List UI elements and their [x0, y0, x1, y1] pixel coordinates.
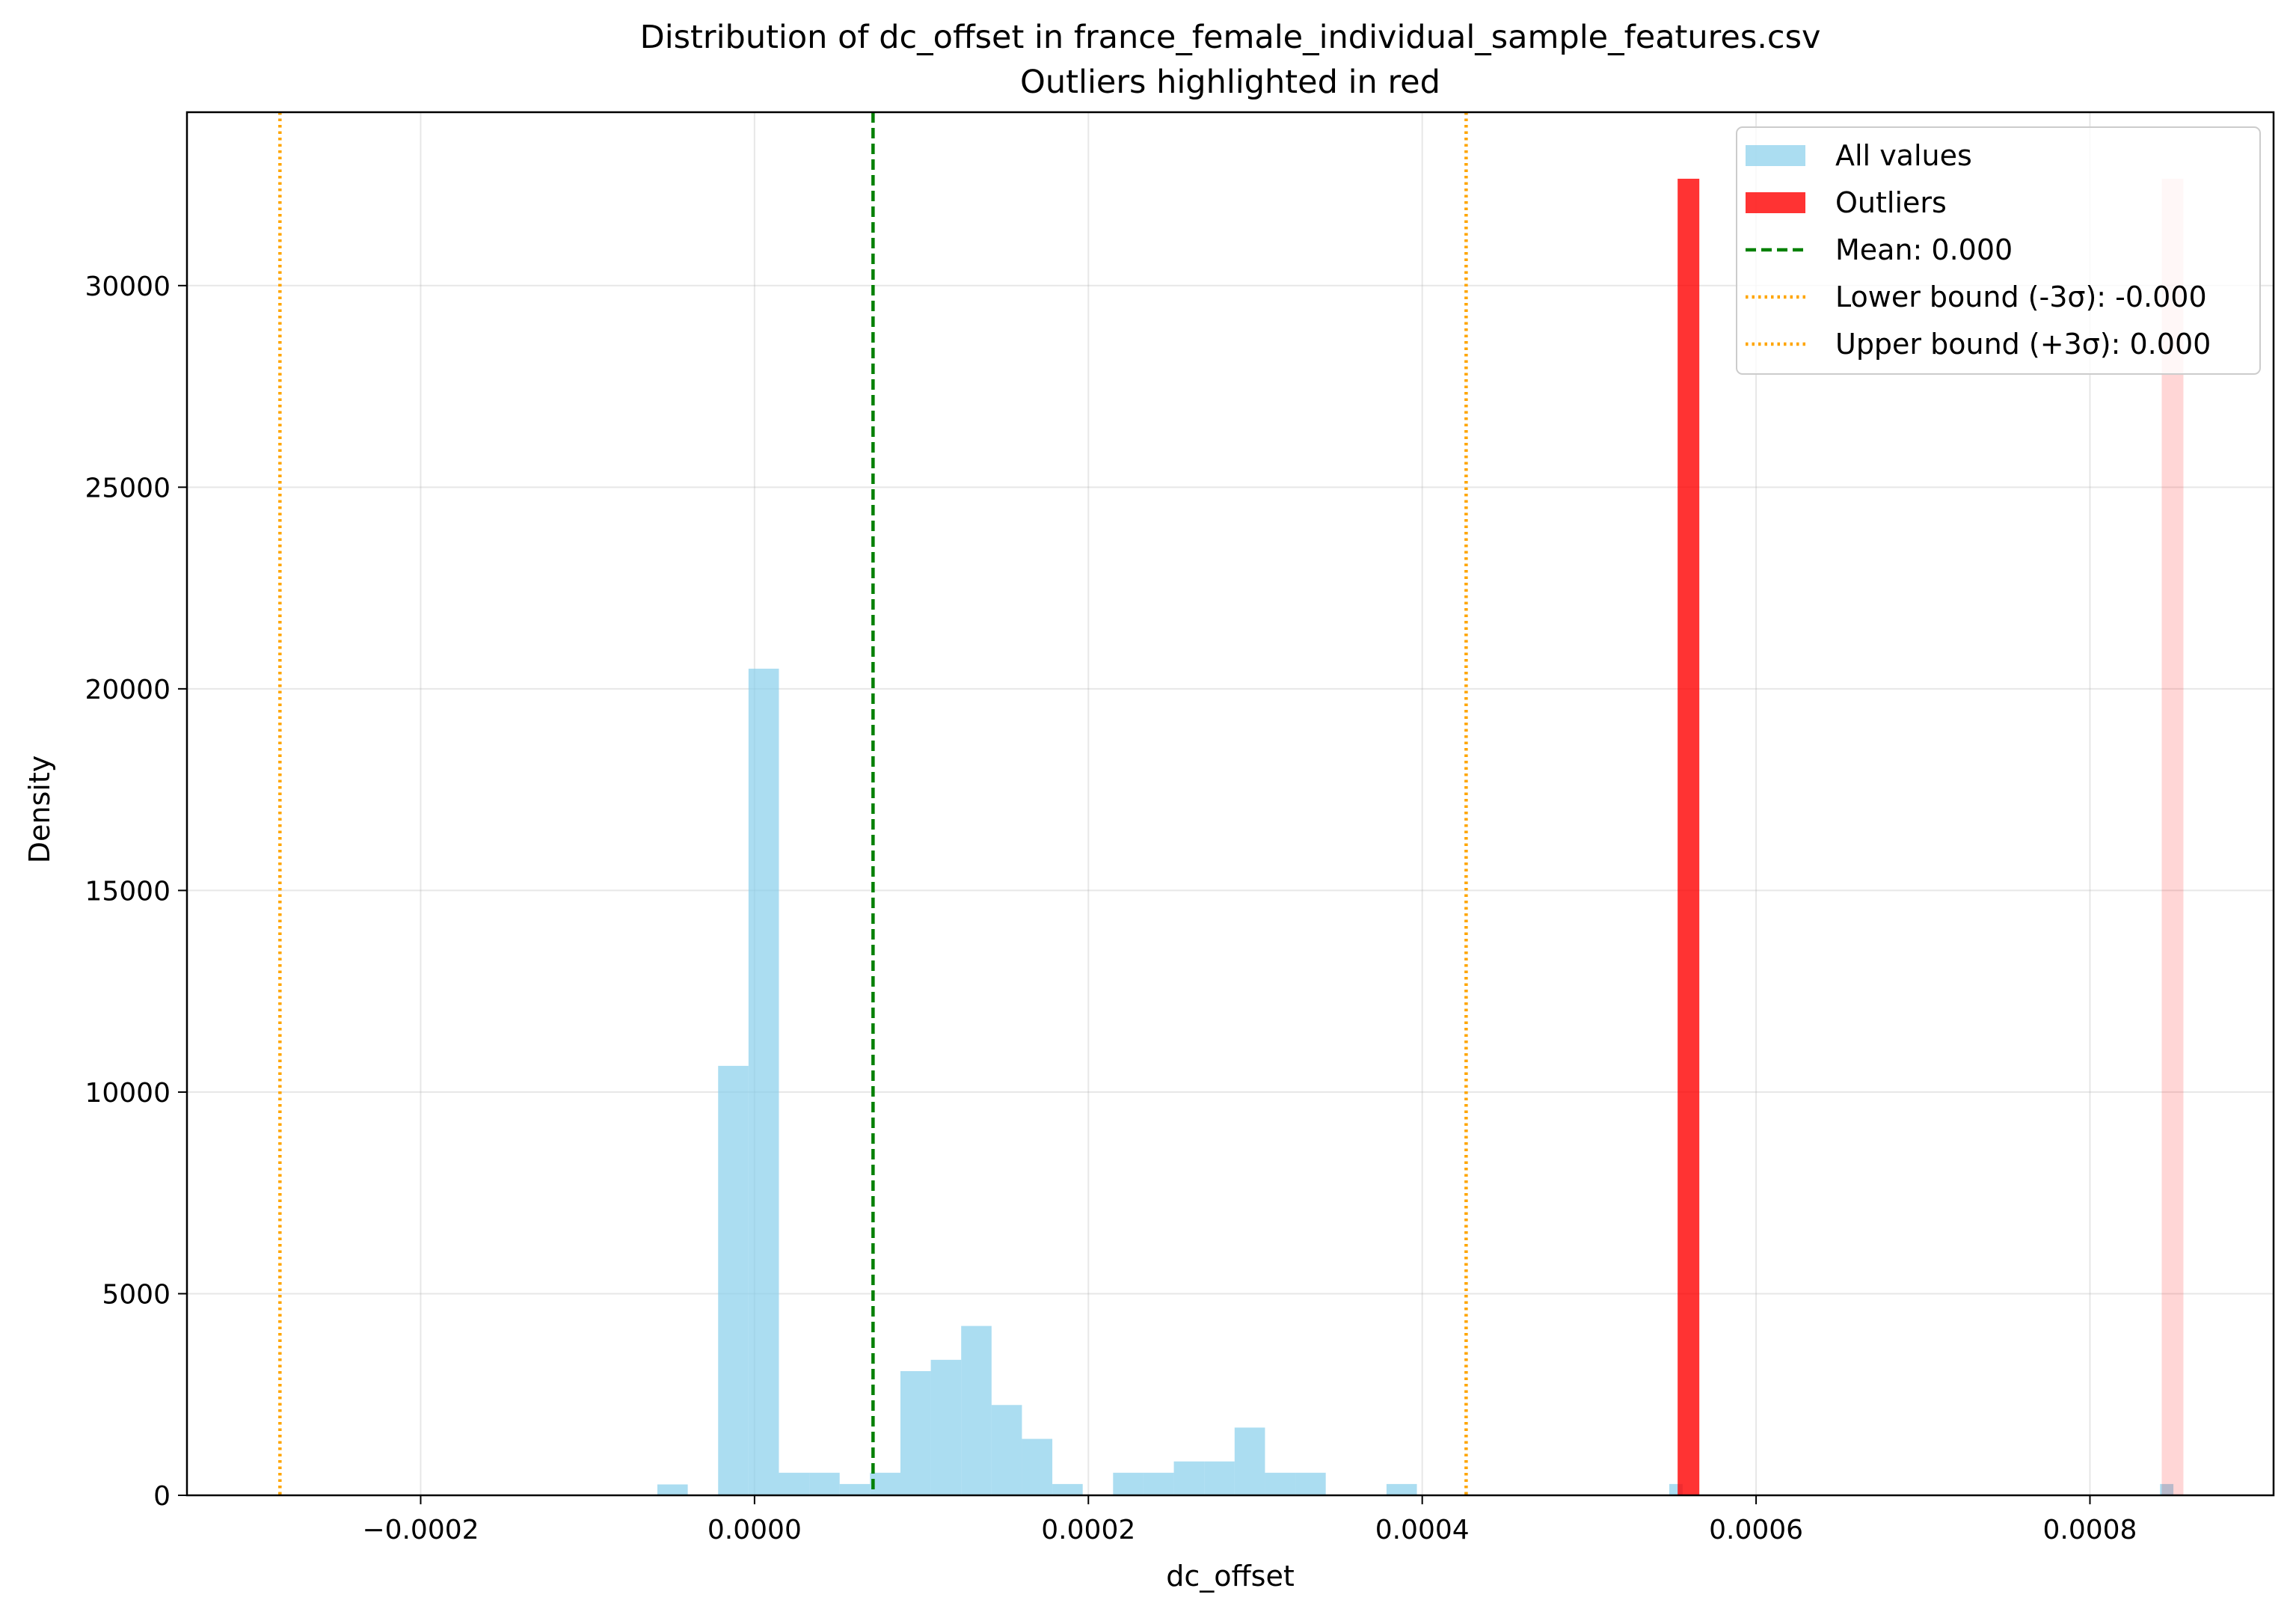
x-tick-label: 0.0000	[707, 1515, 802, 1545]
legend-label: All values	[1835, 139, 1972, 172]
legend-swatch-outliers	[1746, 192, 1805, 213]
legend-swatch-all-values	[1746, 145, 1805, 166]
all-values-bar	[1143, 1472, 1174, 1495]
all-values-bar	[839, 1483, 871, 1495]
all-values-bar	[961, 1326, 992, 1495]
all-values-bar	[1113, 1472, 1144, 1495]
all-values-bar	[1173, 1461, 1205, 1495]
all-values-bar	[718, 1065, 749, 1495]
all-values-bar	[779, 1472, 810, 1495]
all-values-bar	[809, 1472, 840, 1495]
all-values-bar	[1265, 1472, 1296, 1495]
y-tick-label: 30000	[85, 272, 171, 302]
outlier-bar	[2161, 178, 2184, 1496]
all-values-bar	[991, 1405, 1022, 1495]
all-values-bar	[748, 668, 779, 1495]
axes-frame	[185, 111, 2275, 1497]
all-values-bar	[1052, 1483, 1083, 1495]
chart-subtitle: Outliers highlighted in red	[1020, 64, 1440, 101]
x-tick-label: −0.0002	[362, 1515, 479, 1545]
reference-lines	[278, 112, 1468, 1495]
x-axis-label: dc_offset	[1166, 1560, 1295, 1593]
y-axis-ticks: 0 5000 10000 15000 20000 25000 30000	[85, 272, 187, 1512]
all-values-bar	[900, 1370, 931, 1495]
all-values-bar	[1234, 1427, 1265, 1495]
y-tick-label: 15000	[85, 876, 171, 907]
legend-box	[1736, 126, 2261, 375]
chart-title: Distribution of dc_offset in france_fema…	[640, 19, 1821, 56]
y-tick-label: 10000	[85, 1078, 171, 1109]
all-values-bar	[1204, 1461, 1235, 1495]
all-values-bar	[1022, 1438, 1053, 1495]
legend-label: Lower bound (-3σ): -0.000	[1835, 281, 2207, 313]
all-values-bar	[2160, 1483, 2174, 1495]
x-tick-label: 0.0004	[1375, 1515, 1470, 1545]
all-values-bar	[870, 1472, 900, 1495]
all-values-bar	[1386, 1483, 1417, 1495]
legend: All values Outliers Mean: 0.000 Lower bound…	[1736, 126, 2261, 375]
x-tick-label: 0.0008	[2042, 1515, 2137, 1545]
x-tick-label: 0.0002	[1041, 1515, 1135, 1545]
x-axis-ticks: −0.0002 0.0000 0.0002 0.0004 0.0006 0.0008	[362, 1495, 2137, 1545]
legend-label: Mean: 0.000	[1835, 233, 2013, 266]
y-tick-label: 0	[153, 1481, 171, 1512]
outlier-bar	[1678, 178, 1700, 1496]
y-tick-label: 25000	[85, 473, 171, 503]
x-tick-label: 0.0006	[1709, 1515, 1803, 1545]
y-axis-label: Density	[23, 756, 56, 863]
all-values-bar	[1295, 1472, 1326, 1495]
all-values-bar	[930, 1359, 962, 1495]
y-tick-label: 20000	[85, 675, 171, 705]
histogram-bars	[657, 178, 2184, 1496]
legend-label: Outliers	[1835, 186, 1947, 219]
y-tick-label: 5000	[102, 1279, 171, 1310]
legend-label: Upper bound (+3σ): 0.000	[1835, 328, 2211, 361]
all-values-bar	[657, 1484, 688, 1495]
